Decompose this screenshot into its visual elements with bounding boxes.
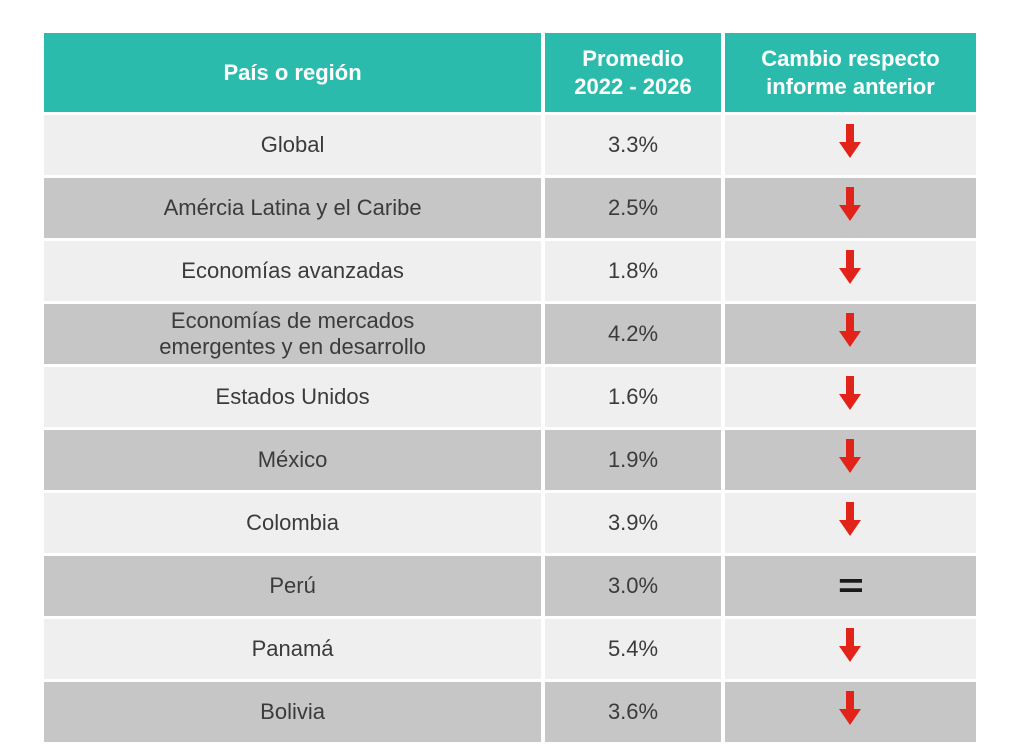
cell-change: [725, 493, 976, 553]
table-row: Economías de mercadosemergentes y en des…: [44, 304, 976, 364]
table-row: Global3.3%: [44, 115, 976, 175]
table-row: Bolivia3.6%: [44, 682, 976, 742]
cell-country: Economías avanzadas: [44, 241, 541, 301]
cell-country: Economías de mercadosemergentes y en des…: [44, 304, 541, 364]
table-row: México1.9%: [44, 430, 976, 490]
cell-avg: 5.4%: [545, 619, 721, 679]
cell-country: Panamá: [44, 619, 541, 679]
cell-change: [725, 115, 976, 175]
cell-change: [725, 682, 976, 742]
arrow-down-icon: [839, 250, 861, 286]
cell-change: [725, 304, 976, 364]
header-change-line1: Cambio respecto: [761, 46, 940, 71]
cell-country: Global: [44, 115, 541, 175]
cell-change: [725, 241, 976, 301]
cell-country: Bolivia: [44, 682, 541, 742]
country-line2: emergentes y en desarrollo: [159, 334, 426, 359]
cell-change: [725, 619, 976, 679]
growth-table: País o región Promedio 2022 - 2026 Cambi…: [40, 30, 980, 745]
arrow-down-icon: [839, 691, 861, 727]
header-change: Cambio respecto informe anterior: [725, 33, 976, 112]
cell-avg: 3.6%: [545, 682, 721, 742]
cell-avg: 3.9%: [545, 493, 721, 553]
cell-change: [725, 367, 976, 427]
table-row: Amércia Latina y el Caribe2.5%: [44, 178, 976, 238]
cell-change: [725, 178, 976, 238]
arrow-down-icon: [839, 187, 861, 223]
table-row: Economías avanzadas1.8%: [44, 241, 976, 301]
header-avg-line2: 2022 - 2026: [574, 74, 691, 99]
cell-change: [725, 430, 976, 490]
header-change-line2: informe anterior: [766, 74, 935, 99]
cell-country: Perú: [44, 556, 541, 616]
header-avg: Promedio 2022 - 2026: [545, 33, 721, 112]
header-row: País o región Promedio 2022 - 2026 Cambi…: [44, 33, 976, 112]
cell-avg: 1.8%: [545, 241, 721, 301]
header-country: País o región: [44, 33, 541, 112]
arrow-down-icon: [839, 124, 861, 160]
table-row: Estados Unidos1.6%: [44, 367, 976, 427]
cell-avg: 3.3%: [545, 115, 721, 175]
header-avg-line1: Promedio: [582, 46, 683, 71]
arrow-down-icon: [839, 628, 861, 664]
cell-avg: 1.9%: [545, 430, 721, 490]
cell-avg: 4.2%: [545, 304, 721, 364]
cell-country: Estados Unidos: [44, 367, 541, 427]
arrow-down-icon: [839, 376, 861, 412]
cell-avg: 3.0%: [545, 556, 721, 616]
country-line1: Economías de mercados: [171, 308, 414, 333]
table-row: Perú3.0% =: [44, 556, 976, 616]
cell-change: =: [725, 556, 976, 616]
arrow-down-icon: [839, 313, 861, 349]
equal-icon: =: [838, 569, 864, 603]
arrow-down-icon: [839, 502, 861, 538]
table-body: Global3.3%Amércia Latina y el Caribe2.5%…: [44, 115, 976, 742]
cell-country: Amércia Latina y el Caribe: [44, 178, 541, 238]
arrow-down-icon: [839, 439, 861, 475]
cell-country: Colombia: [44, 493, 541, 553]
cell-country: México: [44, 430, 541, 490]
table-row: Colombia3.9%: [44, 493, 976, 553]
cell-avg: 1.6%: [545, 367, 721, 427]
table-row: Panamá5.4%: [44, 619, 976, 679]
cell-avg: 2.5%: [545, 178, 721, 238]
